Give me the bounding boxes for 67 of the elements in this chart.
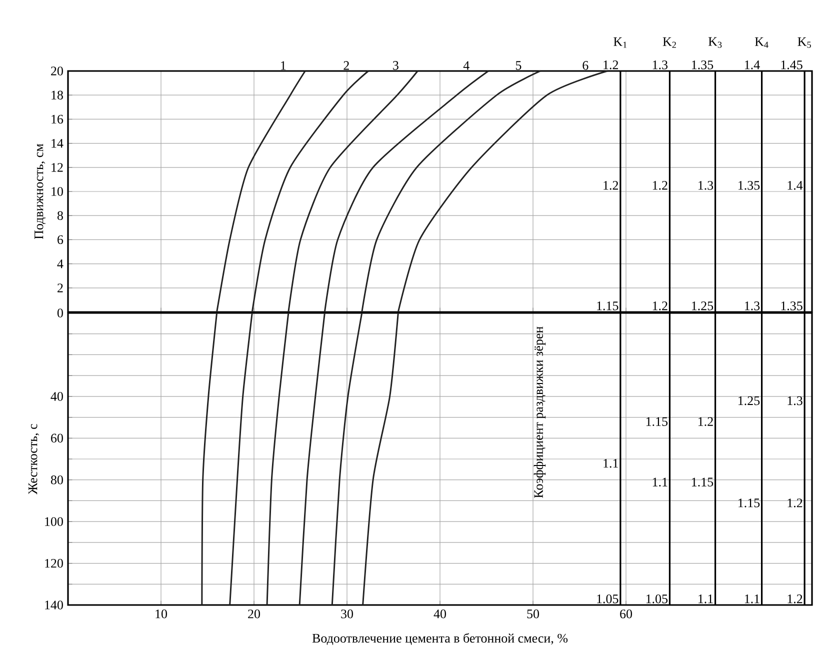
annotation: 1.15 [646,417,668,426]
annotation: 1.05 [597,594,618,604]
series-label: 6 [582,61,588,70]
series-label: 4 [463,61,470,70]
y-tick-label: 6 [58,235,64,244]
annotation: 1.15 [738,498,760,508]
ref-line-label: K$_{3}$ [708,37,722,48]
annotation: 1.1 [604,458,618,468]
annotation: 1.4 [744,60,760,70]
y-tick-label: 18 [52,90,63,100]
annotation: 1.3 [652,60,668,70]
annotation: 1.4 [788,181,803,190]
annotation: 1.45 [781,60,802,70]
y-tick-label: 140 [45,600,63,610]
y-tick-label: 12 [52,163,63,172]
annotation: 1.2 [604,181,618,190]
annotation: 1.2 [652,181,668,190]
y-tick-label: 20 [51,66,63,76]
annotation: 1.15 [597,302,618,310]
y-tick-label: 2 [58,284,63,292]
ref-line-label: K$_{2}$ [662,37,676,48]
series-label: 3 [393,61,398,70]
annotation: 1.05 [646,594,668,604]
annotation: 1.2 [604,60,618,70]
annotation: 1.25 [692,302,714,310]
y-tick-label: 120 [45,558,63,568]
annotation: 1.2 [788,498,802,508]
x-tick-label: 60 [620,610,632,618]
x-axis-title: Водоотвлечение цемента в бетонной смеси, % [312,633,568,645]
x-tick-label: 50 [527,610,540,618]
annotation: 1.1 [652,478,668,487]
y-tick-label: 100 [45,517,63,526]
annotation: 1.35 [738,181,760,190]
annotation: 1.35 [692,60,714,70]
annotation: 1.1 [744,594,760,604]
ref-line-label: K$_{1}$ [614,37,627,48]
y-axis-title: Подвижность, см [34,144,46,240]
ref-line-label: K$_{4}$ [754,37,768,48]
y-tick-label: 4 [57,260,64,268]
y-axis-title: Жесткость, с [28,424,40,494]
y-tick-label: 0 [57,308,63,318]
annotation: 1.2 [698,417,713,426]
annotation: 1.3 [698,181,714,190]
annotation: 1.35 [781,302,802,310]
annotation: 1.15 [692,478,714,487]
annotation: 1.2 [652,302,668,310]
annotation: 1.1 [698,594,713,604]
x-tick-label: 20 [248,610,260,618]
y-tick-label: 40 [50,392,63,401]
y-tick-label: 10 [52,187,63,196]
x-tick-label: 30 [341,610,354,618]
y-tick-label: 60 [51,434,63,443]
series-label: 2 [344,61,349,70]
annotation: 1.3 [788,396,802,406]
x-tick-label: 10 [156,610,167,618]
y-tick-label: 14 [52,139,64,148]
y-tick-label: 80 [50,475,63,484]
ref-line-label: K$_{5}$ [798,37,811,48]
x-tick-label: 40 [434,610,446,618]
series-label: 5 [516,61,522,70]
annotation: 1.25 [738,396,760,406]
annotation: 1.2 [788,594,802,604]
y-tick-label: 16 [52,114,64,124]
y-tick-label: 8 [57,211,63,220]
annotation: Коэффициент раздвижки зёрен [534,326,546,498]
series-label: 1 [281,61,286,70]
annotation: 1.3 [744,302,760,310]
